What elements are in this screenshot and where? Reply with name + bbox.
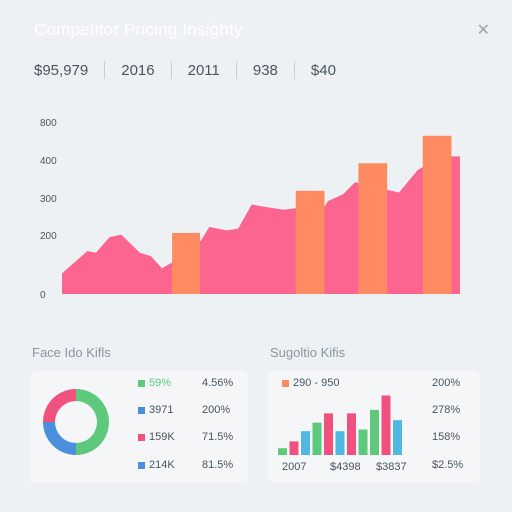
stat-year-2: 2011 (187, 61, 220, 79)
legend-swatch (282, 379, 289, 387)
right-value: 200% (432, 377, 461, 389)
left-legend-item: 3971 (138, 404, 173, 416)
donut-slice (43, 389, 76, 422)
legend-label: 159K (149, 431, 175, 443)
right-value: $2.5% (432, 459, 464, 471)
left-legend-value: 81.5% (202, 459, 234, 471)
legend-swatch (138, 433, 145, 441)
bar (422, 135, 452, 294)
left-legend-value: 71.5% (202, 431, 234, 443)
bar (295, 190, 325, 294)
divider (104, 61, 106, 79)
divider (235, 61, 237, 79)
stat-count: 938 (252, 61, 278, 79)
left-legend-value: 200% (202, 404, 231, 416)
page-title: Competitor Pricing Insighty (34, 20, 243, 39)
mini-bar (289, 441, 299, 455)
y-tick-label: 300 (40, 194, 57, 205)
left-legend-item: 159K (138, 431, 175, 443)
legend-label: 214K (149, 459, 175, 471)
mini-bar (393, 420, 402, 455)
legend-label: 59% (149, 377, 172, 389)
right-panel: 290 - 950 2007 $4398 $3837 200% 278% 158… (268, 371, 480, 483)
mini-bar (358, 429, 368, 455)
legend-label: 3971 (149, 404, 174, 416)
left-legend-value: 4.56% (202, 377, 234, 389)
donut-chart (43, 389, 109, 455)
mini-bar (347, 413, 356, 455)
left-legend-item: 59% (138, 377, 171, 389)
donut-slice (43, 422, 76, 455)
left-panel-title: Face Ido Kifls (32, 345, 111, 360)
right-value: 278% (432, 404, 461, 416)
bar (358, 163, 388, 294)
y-tick-label: 0 (40, 290, 46, 301)
mini-bar (335, 431, 345, 455)
divider (170, 61, 172, 79)
y-tick-label: 800 (40, 118, 57, 129)
mini-bar (312, 422, 322, 455)
stat-revenue: $95,979 (34, 61, 89, 79)
stat-year-1: 2016 (121, 61, 155, 79)
mini-bar (278, 448, 287, 455)
left-panel: 59% 4.56% 3971 200% 159K 71.5% 214K 81.5… (30, 371, 248, 483)
legend-swatch (138, 461, 145, 469)
divider (293, 61, 295, 79)
mini-bar (381, 395, 391, 455)
right-legend-item: 290 - 950 (282, 377, 339, 389)
legend-swatch (138, 406, 145, 414)
mini-bar (324, 413, 333, 455)
stat-price: $40 (310, 61, 336, 79)
close-icon[interactable]: ✕ (476, 22, 490, 39)
left-legend-item: 214K (138, 459, 175, 471)
x-tick-label: $3837 (376, 461, 407, 473)
mini-bar-chart (278, 395, 402, 455)
right-panel-title: Sugoltio Kifis (270, 345, 346, 360)
right-value: 158% (432, 431, 461, 443)
mini-bar (370, 409, 379, 455)
y-tick-label: 200 (40, 231, 57, 242)
x-tick-label: 2007 (282, 461, 307, 473)
legend-swatch (138, 379, 145, 387)
bar (172, 232, 201, 294)
donut-slice (76, 389, 109, 455)
stats-row: $95,979 2016 2011 938 $40 (34, 60, 352, 80)
main-area-bar-chart: 800 400 300 200 0 (40, 118, 460, 301)
x-tick-label: $4398 (330, 461, 361, 473)
mini-bar (301, 431, 310, 455)
y-tick-label: 400 (40, 156, 57, 167)
area-series (62, 156, 460, 294)
legend-label: 290 - 950 (293, 377, 340, 389)
